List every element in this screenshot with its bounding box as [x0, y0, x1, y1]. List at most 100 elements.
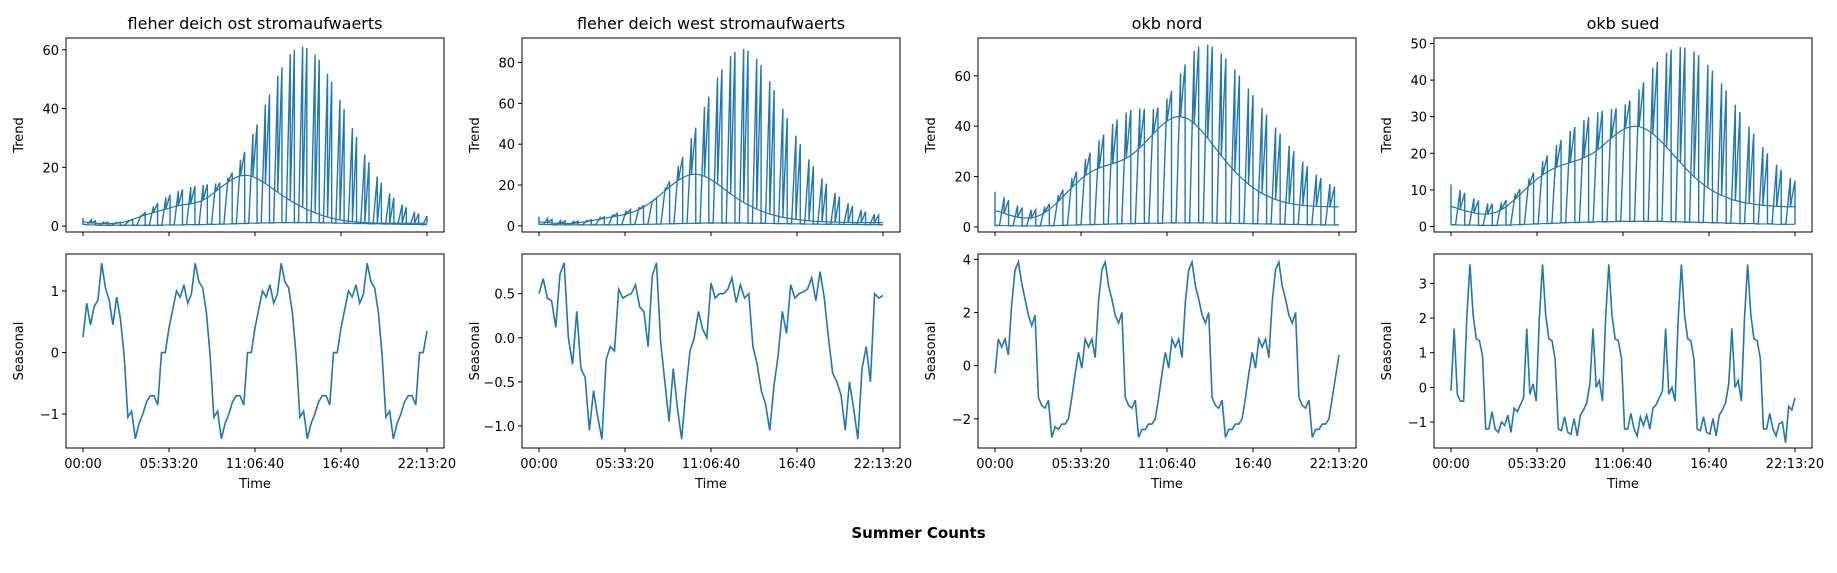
subplot-title: fleher deich ost stromaufwaerts: [128, 14, 383, 33]
seasonal-xtick-label: 05:33:20: [1508, 457, 1566, 472]
seasonal-xtick-label: 00:00: [1432, 457, 1469, 472]
seasonal-xtick-label: 16:40: [1234, 457, 1271, 472]
trend-ytick-label: 10: [1410, 184, 1427, 199]
seasonal-xtick-label: 00:00: [64, 457, 101, 472]
seasonal-ytick-label: −1: [40, 408, 59, 423]
trend-ylabel: Trend: [924, 117, 939, 154]
trend-series-line: [994, 44, 1339, 227]
seasonal-ylabel: Seasonal: [12, 322, 27, 381]
seasonal-xlabel: Time: [1606, 477, 1639, 492]
trend-low-line: [538, 222, 883, 226]
trend-ylabel: Trend: [1380, 117, 1395, 154]
seasonal-ylabel: Seasonal: [1380, 322, 1395, 381]
subplot-3: 0 20 40 60 Trend okb nord −2 0 2 4 00:00 05:33:20 11…: [924, 14, 1368, 492]
trend-axes-frame: [1433, 37, 1813, 233]
seasonal-xlabel: Time: [1150, 477, 1183, 492]
trend-panel: 0 10 20 30 40 50 Trend okb sued: [1380, 14, 1813, 236]
trend-ytick-label: 40: [498, 138, 515, 153]
seasonal-ytick-label: −1: [1408, 416, 1427, 431]
trend-ylabel: Trend: [12, 117, 27, 154]
seasonal-ytick-label: 4: [963, 253, 971, 268]
seasonal-xtick-label: 16:40: [1690, 457, 1727, 472]
trend-ytick-label: 20: [1410, 147, 1427, 162]
seasonal-panel: −2 0 2 4 00:00 05:33:20 11:06:40 16:40 22:13:20 T…: [924, 253, 1368, 492]
trend-ytick-label: 0: [51, 220, 59, 235]
trend-ytick-label: 0: [1419, 221, 1427, 236]
seasonal-xtick-label: 22:13:20: [1766, 457, 1824, 472]
trend-ytick-label: 50: [1410, 37, 1427, 52]
seasonal-xtick-label: 11:06:40: [682, 457, 740, 472]
trend-mid-line: [538, 173, 883, 225]
seasonal-ylabel: Seasonal: [924, 322, 939, 381]
seasonal-xtick-label: 05:33:20: [140, 457, 198, 472]
seasonal-xlabel: Time: [694, 477, 727, 492]
trend-mid-line: [82, 174, 427, 225]
seasonal-xtick-label: 05:33:20: [596, 457, 654, 472]
seasonal-ytick-label: 3: [1419, 277, 1427, 292]
seasonal-ylabel: Seasonal: [468, 322, 483, 381]
seasonal-ytick-label: 0.5: [494, 288, 515, 303]
subplot-title: fleher deich west stromaufwaerts: [577, 14, 845, 33]
trend-series-line: [1450, 47, 1796, 227]
subplot-title: okb sued: [1587, 14, 1660, 33]
seasonal-ytick-label: −2: [952, 413, 971, 428]
seasonal-series-line: [994, 258, 1340, 438]
trend-ytick-label: 40: [42, 103, 59, 118]
seasonal-ytick-label: −1.0: [483, 420, 515, 435]
trend-axes-frame: [521, 37, 901, 233]
trend-ytick-label: 60: [498, 97, 515, 112]
trend-ytick-label: 20: [498, 179, 515, 194]
seasonal-xtick-label: 11:06:40: [226, 457, 284, 472]
seasonal-ytick-label: 0: [51, 347, 59, 362]
trend-ytick-label: 20: [954, 171, 971, 186]
trend-ytick-label: 0: [963, 221, 971, 236]
seasonal-axes-frame: [977, 253, 1357, 449]
seasonal-series-line: [538, 262, 884, 440]
trend-panel: 0 20 40 60 Trend okb nord: [924, 14, 1357, 236]
trend-ytick-label: 0: [507, 220, 515, 235]
trend-panel: 0 20 40 60 Trend fleher deich ost stromaufwae…: [12, 14, 445, 236]
seasonal-ytick-label: 0: [963, 360, 971, 375]
seasonal-xtick-label: 05:33:20: [1052, 457, 1110, 472]
trend-ytick-label: 60: [954, 70, 971, 85]
seasonal-series-line: [1450, 264, 1796, 443]
seasonal-ytick-label: 0: [1419, 381, 1427, 396]
trend-ytick-label: 80: [498, 57, 515, 72]
subplot-1: 0 20 40 60 Trend fleher deich ost stromaufwae…: [12, 14, 456, 492]
trend-ytick-label: 30: [1410, 111, 1427, 126]
seasonal-ytick-label: 2: [1419, 312, 1427, 327]
seasonal-ytick-label: −0.5: [483, 376, 515, 391]
seasonal-xtick-label: 16:40: [322, 457, 359, 472]
trend-series-line: [538, 49, 883, 226]
trend-series-line: [82, 46, 428, 226]
trend-ytick-label: 60: [42, 44, 59, 59]
seasonal-panel: −1.0 −0.5 0.0 0.5 00:00 05:33:20 11:06:40 16:40…: [468, 253, 912, 492]
seasonal-xtick-label: 11:06:40: [1138, 457, 1196, 472]
seasonal-xtick-label: 11:06:40: [1594, 457, 1652, 472]
trend-low-line: [82, 221, 427, 226]
trend-mid-line: [1450, 125, 1795, 215]
seasonal-ytick-label: 1: [1419, 347, 1427, 362]
trend-low-line: [1451, 220, 1795, 227]
seasonal-panel: −1 0 1 00:00 05:33:20 11:06:40 16:40 22:13:20 Ti…: [12, 253, 456, 492]
seasonal-xtick-label: 22:13:20: [1310, 457, 1368, 472]
seasonal-xtick-label: 00:00: [976, 457, 1013, 472]
trend-axes-frame: [65, 37, 445, 233]
seasonal-ytick-label: 1: [51, 285, 59, 300]
seasonal-ytick-label: 2: [963, 306, 971, 321]
trend-ytick-label: 40: [1410, 74, 1427, 89]
seasonal-xtick-label: 16:40: [778, 457, 815, 472]
figure-title: Summer Counts: [851, 524, 986, 542]
trend-low-line: [995, 222, 1339, 227]
seasonal-xtick-label: 22:13:20: [398, 457, 456, 472]
seasonal-ytick-label: 0.0: [494, 332, 515, 347]
subplot-title: okb nord: [1132, 14, 1203, 33]
trend-mid-line: [994, 116, 1339, 219]
trend-ylabel: Trend: [468, 117, 483, 154]
seasonal-panel: −1 0 1 2 3 00:00 05:33:20 11:06:40 16:40 22:13:20…: [1380, 253, 1824, 492]
trend-panel: 0 20 40 60 80 Trend fleher deich west stromauf…: [468, 14, 901, 236]
seasonal-xtick-label: 00:00: [520, 457, 557, 472]
seasonal-xlabel: Time: [238, 477, 271, 492]
trend-ytick-label: 20: [42, 161, 59, 176]
